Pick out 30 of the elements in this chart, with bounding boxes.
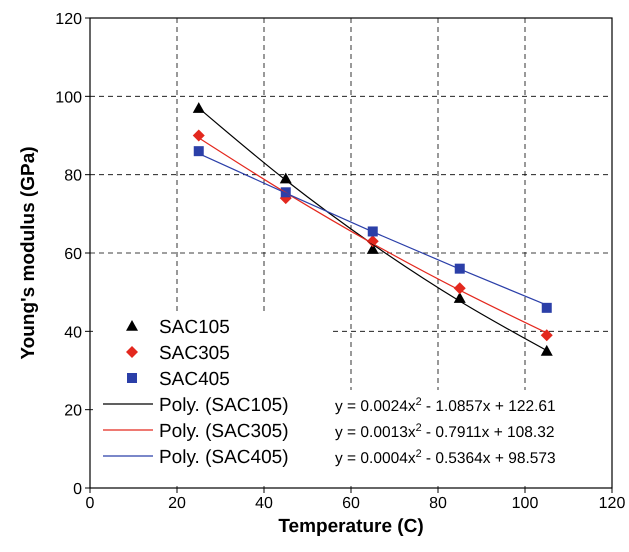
point <box>194 146 204 156</box>
legend-label: Poly. (SAC305) <box>159 421 289 442</box>
y-tick-label: 80 <box>64 168 82 185</box>
point <box>540 344 553 356</box>
x-tick-label: 0 <box>86 495 95 512</box>
x-tick-label: 120 <box>598 495 626 512</box>
x-axis-title: Temperature (C) <box>278 516 424 537</box>
x-tick-label: 60 <box>342 495 360 512</box>
legend-label: Poly. (SAC105) <box>159 395 289 416</box>
x-tick-label: 20 <box>168 495 186 512</box>
x-tick-label: 80 <box>429 495 447 512</box>
x-tick-label: 100 <box>512 495 538 512</box>
y-tick-label: 120 <box>55 11 82 28</box>
legend-label: SAC105 <box>159 317 230 338</box>
annotation: y = 0.0013x$^{2}$ - 0.7911x + 108.32 <box>335 422 554 441</box>
y-tick-label: 20 <box>64 402 82 420</box>
point <box>542 302 552 313</box>
x-tick-label: 40 <box>255 495 273 512</box>
y-tick-label: 60 <box>64 246 82 263</box>
y-tick-label: 40 <box>64 324 82 342</box>
point <box>192 130 205 142</box>
y-tick-label: 100 <box>55 89 82 106</box>
legend-label: SAC305 <box>159 343 230 364</box>
point <box>540 329 553 342</box>
annotation: y = 0.0004x$^{2}$ - 0.5364x + 98.573 <box>335 448 556 467</box>
annotation: y = 0.0024x$^{2}$ - 1.0857x + 122.61 <box>335 396 556 415</box>
y-tick-label: 0 <box>73 481 82 498</box>
legend-label: SAC405 <box>159 369 230 390</box>
y-axis-title: Young's modulus (GPa) <box>18 146 39 360</box>
legend-label: Poly. (SAC405) <box>159 447 289 468</box>
